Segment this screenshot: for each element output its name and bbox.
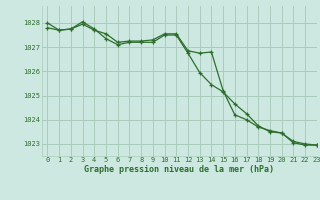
X-axis label: Graphe pression niveau de la mer (hPa): Graphe pression niveau de la mer (hPa) [84, 165, 274, 174]
